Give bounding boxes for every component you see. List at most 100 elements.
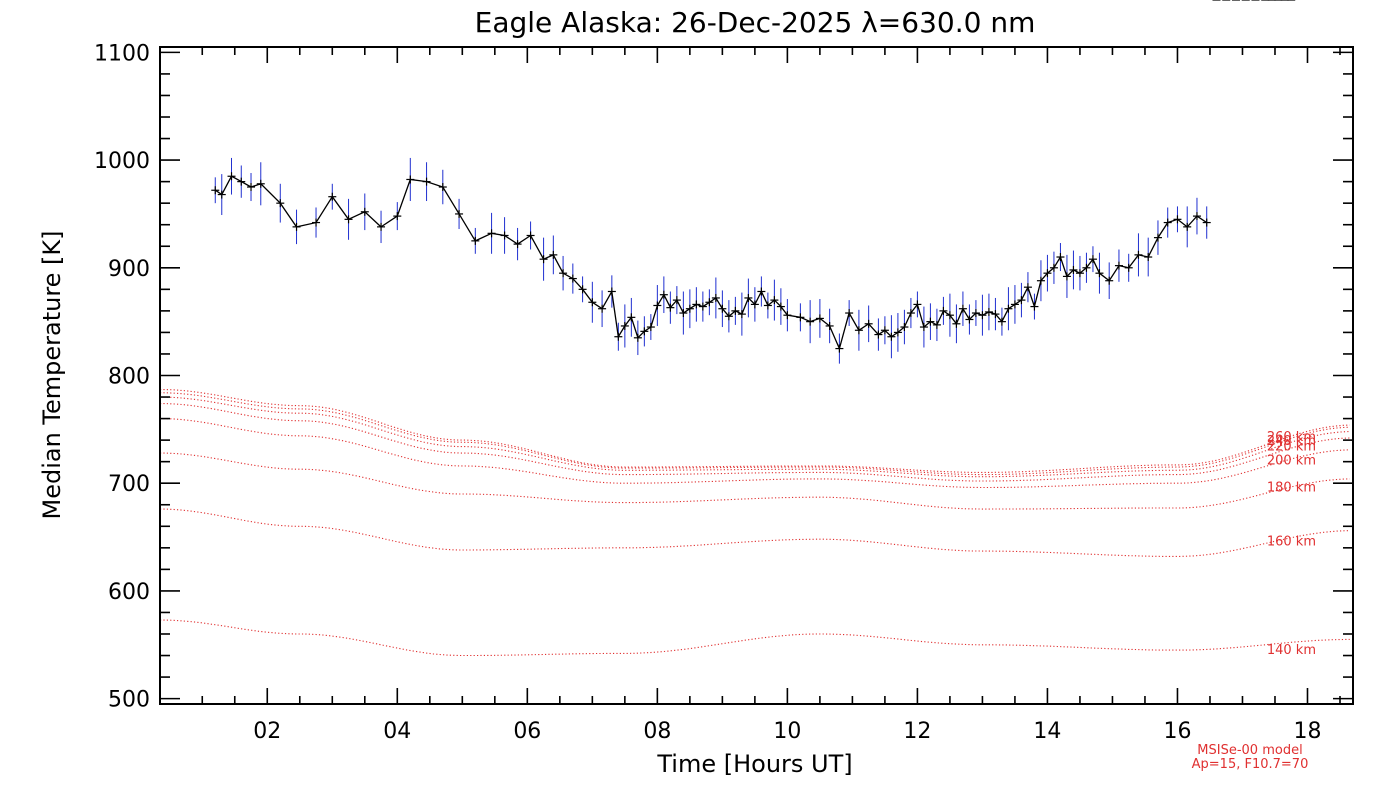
data-point [815, 314, 824, 323]
data-point [874, 330, 883, 339]
data-point [698, 302, 707, 311]
data-point [659, 290, 668, 299]
data-point [1153, 233, 1162, 242]
y-tick-labels: 500 600 700 800 900 1000 1100 [94, 41, 150, 712]
data-point [1017, 296, 1026, 305]
data-point [1114, 261, 1123, 270]
data-point [887, 332, 896, 341]
data-point [926, 317, 935, 326]
data-point [1023, 283, 1032, 292]
data-point [344, 215, 353, 224]
data-point [692, 300, 701, 309]
data-point [1192, 212, 1201, 221]
data-point [455, 209, 464, 218]
data-point [1088, 255, 1097, 264]
model-label-240km: 240 km [1267, 434, 1316, 449]
model-line-140km [159, 619, 1350, 657]
data-point [952, 319, 961, 328]
model-label-160km: 160 km [1267, 534, 1316, 549]
data-point [770, 296, 779, 305]
model-lines [159, 388, 1350, 657]
data-point [1004, 304, 1013, 313]
y-tick-label: 1000 [94, 149, 150, 174]
data-point [539, 255, 548, 264]
data-point [598, 304, 607, 313]
measured-series [211, 0, 1296, 364]
x-tick-label: 14 [1033, 719, 1061, 744]
data-point [227, 172, 236, 181]
data-point [568, 274, 577, 283]
data-point [984, 307, 993, 316]
model-line-180km [159, 452, 1350, 510]
data-point [360, 207, 369, 216]
y-axis-label: Median Temperature [K] [38, 230, 66, 519]
data-point [705, 298, 714, 307]
x-tick-label: 02 [253, 719, 281, 744]
data-point [737, 310, 746, 319]
data-point [487, 229, 496, 238]
data-point [1124, 263, 1133, 272]
model-line-260km [159, 392, 1350, 476]
model-annotation-line2: Ap=15, F10.7=70 [1192, 757, 1309, 772]
data-point [217, 190, 226, 199]
data-point [991, 310, 1000, 319]
data-point [997, 317, 1006, 326]
data-point [438, 183, 447, 192]
data-point [958, 304, 967, 313]
data-point [653, 301, 662, 310]
model-label-200km: 200 km [1267, 454, 1316, 469]
data-point [1075, 269, 1084, 278]
data-point [633, 333, 642, 342]
data-point [854, 326, 863, 335]
data-point [578, 285, 587, 294]
data-point [945, 311, 954, 320]
data-point [1105, 276, 1114, 285]
data-point [796, 313, 805, 322]
data-point [1030, 302, 1039, 311]
data-point [588, 298, 597, 307]
data-point [406, 175, 415, 184]
data-point [526, 231, 535, 240]
data-point [835, 344, 844, 353]
x-axis-label: Time [Hours UT] [656, 750, 852, 778]
data-point [971, 309, 980, 318]
data-point [640, 327, 649, 336]
data-point [864, 319, 873, 328]
chart-title: Eagle Alaska: 26-Dec-2025 λ=630.0 nm [475, 6, 1036, 39]
data-point [666, 303, 675, 312]
data-point [1202, 218, 1211, 227]
x-tick-label: 16 [1163, 719, 1191, 744]
data-point [1036, 276, 1045, 285]
data-point [776, 302, 785, 311]
data-point [1049, 263, 1058, 272]
data-point [1134, 250, 1143, 259]
plot-frame [159, 46, 1354, 705]
data-point [718, 304, 727, 313]
data-point [731, 306, 740, 315]
data-point [1095, 269, 1104, 278]
model-line-220km [159, 402, 1350, 482]
axis-ticks [160, 47, 1353, 704]
data-point [1056, 253, 1065, 262]
data-point [900, 323, 909, 332]
data-point [607, 287, 616, 296]
x-tick-label: 18 [1293, 719, 1321, 744]
data-point [763, 301, 772, 310]
y-tick-label: 800 [108, 365, 150, 390]
data-point [893, 328, 902, 337]
model-label-260km: 260 km [1267, 430, 1316, 445]
data-point [806, 317, 815, 326]
y-tick-label: 500 [108, 688, 150, 713]
data-point [377, 222, 386, 231]
data-point [422, 177, 431, 186]
data-point [247, 183, 256, 192]
data-point [1144, 253, 1153, 262]
y-tick-label: 700 [108, 472, 150, 497]
data-point [711, 293, 720, 302]
data-point [276, 199, 285, 208]
x-tick-label: 08 [643, 719, 671, 744]
model-line-280km [159, 388, 1350, 473]
data-point [906, 309, 915, 318]
data-point [471, 236, 480, 245]
